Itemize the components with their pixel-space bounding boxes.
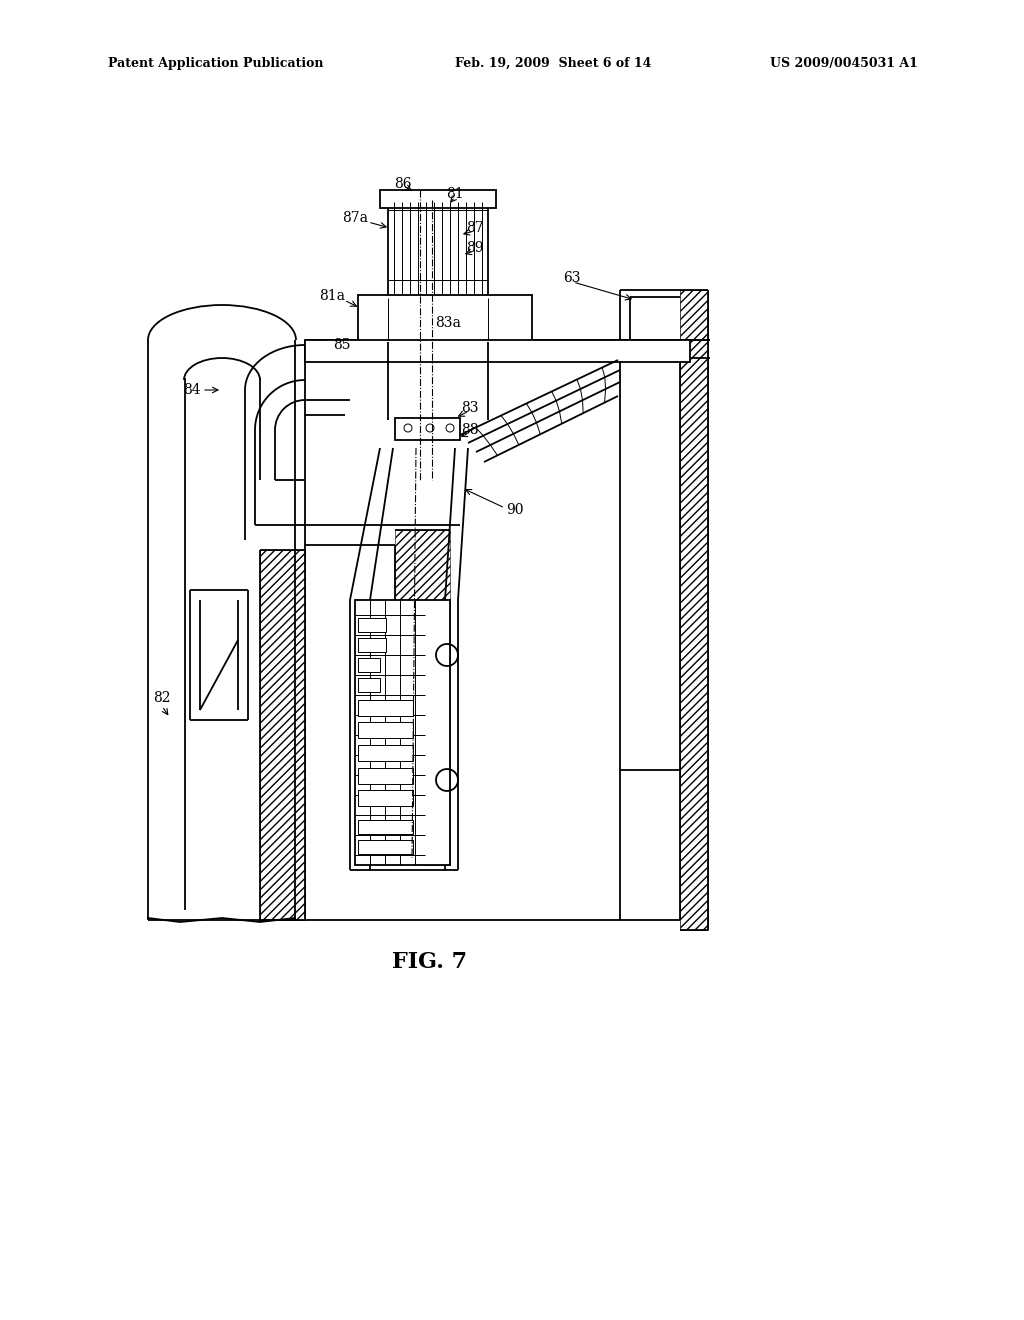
Bar — [358, 678, 380, 692]
Bar — [358, 657, 380, 672]
Text: 84: 84 — [183, 383, 201, 397]
Bar — [358, 840, 413, 854]
Bar — [358, 744, 413, 762]
Bar — [358, 722, 413, 738]
Bar — [395, 418, 460, 440]
Text: 87: 87 — [466, 220, 483, 235]
Bar — [388, 201, 488, 300]
Bar — [680, 290, 708, 931]
Bar — [355, 601, 450, 865]
Text: 63: 63 — [563, 271, 581, 285]
Text: 82: 82 — [154, 690, 171, 705]
Text: 83: 83 — [461, 401, 479, 414]
Bar — [260, 550, 305, 920]
Bar — [358, 294, 532, 345]
Bar — [380, 190, 496, 209]
Text: 88: 88 — [461, 422, 479, 437]
Bar — [425, 601, 450, 865]
Text: 87a: 87a — [342, 211, 368, 224]
Text: Feb. 19, 2009  Sheet 6 of 14: Feb. 19, 2009 Sheet 6 of 14 — [455, 57, 651, 70]
Text: 83a: 83a — [435, 315, 461, 330]
Bar — [358, 820, 413, 834]
Text: Patent Application Publication: Patent Application Publication — [108, 57, 324, 70]
Text: 86: 86 — [394, 177, 412, 191]
Bar — [395, 531, 450, 730]
Text: 89: 89 — [466, 242, 483, 255]
Bar — [358, 618, 386, 632]
Bar — [305, 341, 690, 362]
Text: 81: 81 — [446, 187, 464, 201]
Text: FIG. 7: FIG. 7 — [392, 950, 468, 973]
Text: 81a: 81a — [319, 289, 345, 304]
Text: US 2009/0045031 A1: US 2009/0045031 A1 — [770, 57, 918, 70]
Bar — [358, 789, 413, 807]
Bar — [358, 768, 413, 784]
Bar — [358, 638, 386, 652]
Text: 90: 90 — [506, 503, 523, 517]
Text: 85: 85 — [333, 338, 351, 352]
Bar — [358, 700, 413, 715]
